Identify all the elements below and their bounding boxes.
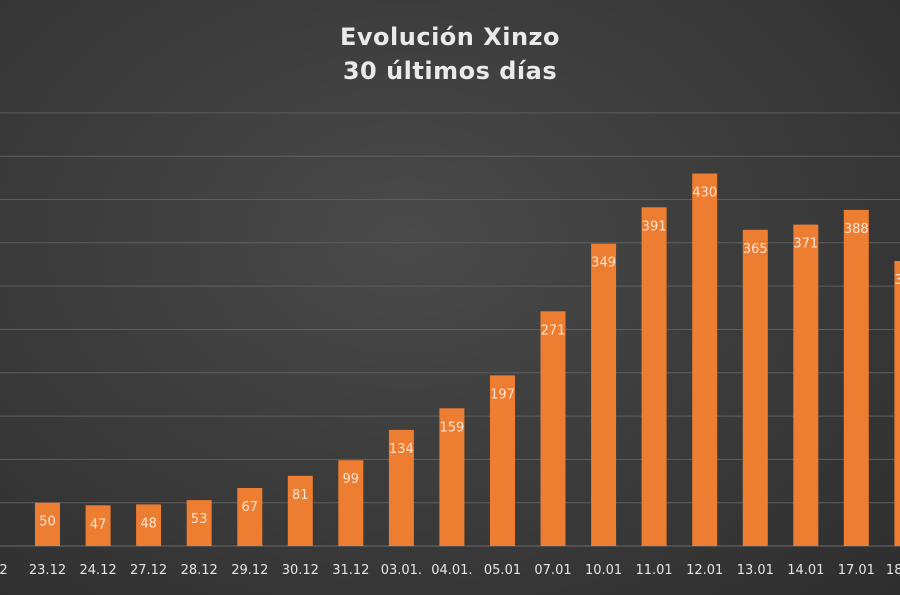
data-label: 371 <box>793 237 818 252</box>
x-tick-label: 24.12 <box>79 563 116 578</box>
data-label: 134 <box>389 442 414 457</box>
bar <box>641 207 667 547</box>
data-label: 53 <box>191 512 208 527</box>
data-label: 67 <box>242 500 259 515</box>
bar <box>287 475 313 546</box>
x-tick-label: 31.12 <box>332 563 369 578</box>
x-tick-label: 10.01 <box>585 563 622 578</box>
x-tick-label: 28.12 <box>181 563 218 578</box>
data-label: 50 <box>39 515 56 530</box>
x-tick-label: 18.0… <box>886 563 900 578</box>
bar <box>186 500 212 546</box>
x-tick-label: 14.01 <box>787 563 824 578</box>
bar <box>742 229 768 547</box>
data-label: 430 <box>692 186 717 201</box>
bar <box>894 261 900 546</box>
x-tick-label: 05.01 <box>484 563 521 578</box>
data-label: 159 <box>439 420 464 435</box>
x-tick-label: 07.01 <box>534 563 571 578</box>
bar <box>338 460 364 546</box>
data-label: 197 <box>490 387 515 402</box>
data-label: 47 <box>90 517 107 532</box>
x-tick-label: 23.12 <box>29 563 66 578</box>
data-label: 349 <box>591 256 616 271</box>
bar <box>843 209 869 546</box>
bar <box>35 502 60 546</box>
data-label: 329 <box>894 273 900 288</box>
bar <box>540 311 566 546</box>
x-tick-label: 03.01. <box>381 563 422 578</box>
x-tick-label: 17.01 <box>838 563 875 578</box>
data-label: 271 <box>541 323 566 338</box>
data-label: 48 <box>140 516 157 531</box>
data-label: 365 <box>743 242 768 257</box>
x-tick-label: 30.12 <box>282 563 319 578</box>
bar <box>692 173 718 546</box>
bar <box>793 224 819 546</box>
x-tick-label: …2 <box>0 563 8 578</box>
chart-title-line-1: Evolución Xinzo <box>340 23 560 51</box>
bar <box>388 429 414 546</box>
x-tick-label: 27.12 <box>130 563 167 578</box>
bar <box>237 488 263 546</box>
data-label: 391 <box>642 219 667 234</box>
chart-title: Evolución Xinzo 30 últimos días <box>0 20 900 88</box>
x-tick-label: 04.01. <box>431 563 472 578</box>
data-label: 99 <box>343 472 360 487</box>
x-tick-label: 13.01 <box>737 563 774 578</box>
bar <box>490 375 515 546</box>
x-tick-label: 11.01 <box>635 563 672 578</box>
data-label: 388 <box>844 222 869 237</box>
x-tick-label: 12.01 <box>686 563 723 578</box>
x-tick-label: 29.12 <box>231 563 268 578</box>
bar <box>591 243 617 546</box>
bar <box>136 504 162 546</box>
chart-title-line-2: 30 últimos días <box>342 57 558 85</box>
bar <box>439 408 465 546</box>
data-label: 81 <box>292 488 309 503</box>
bar <box>85 505 111 546</box>
